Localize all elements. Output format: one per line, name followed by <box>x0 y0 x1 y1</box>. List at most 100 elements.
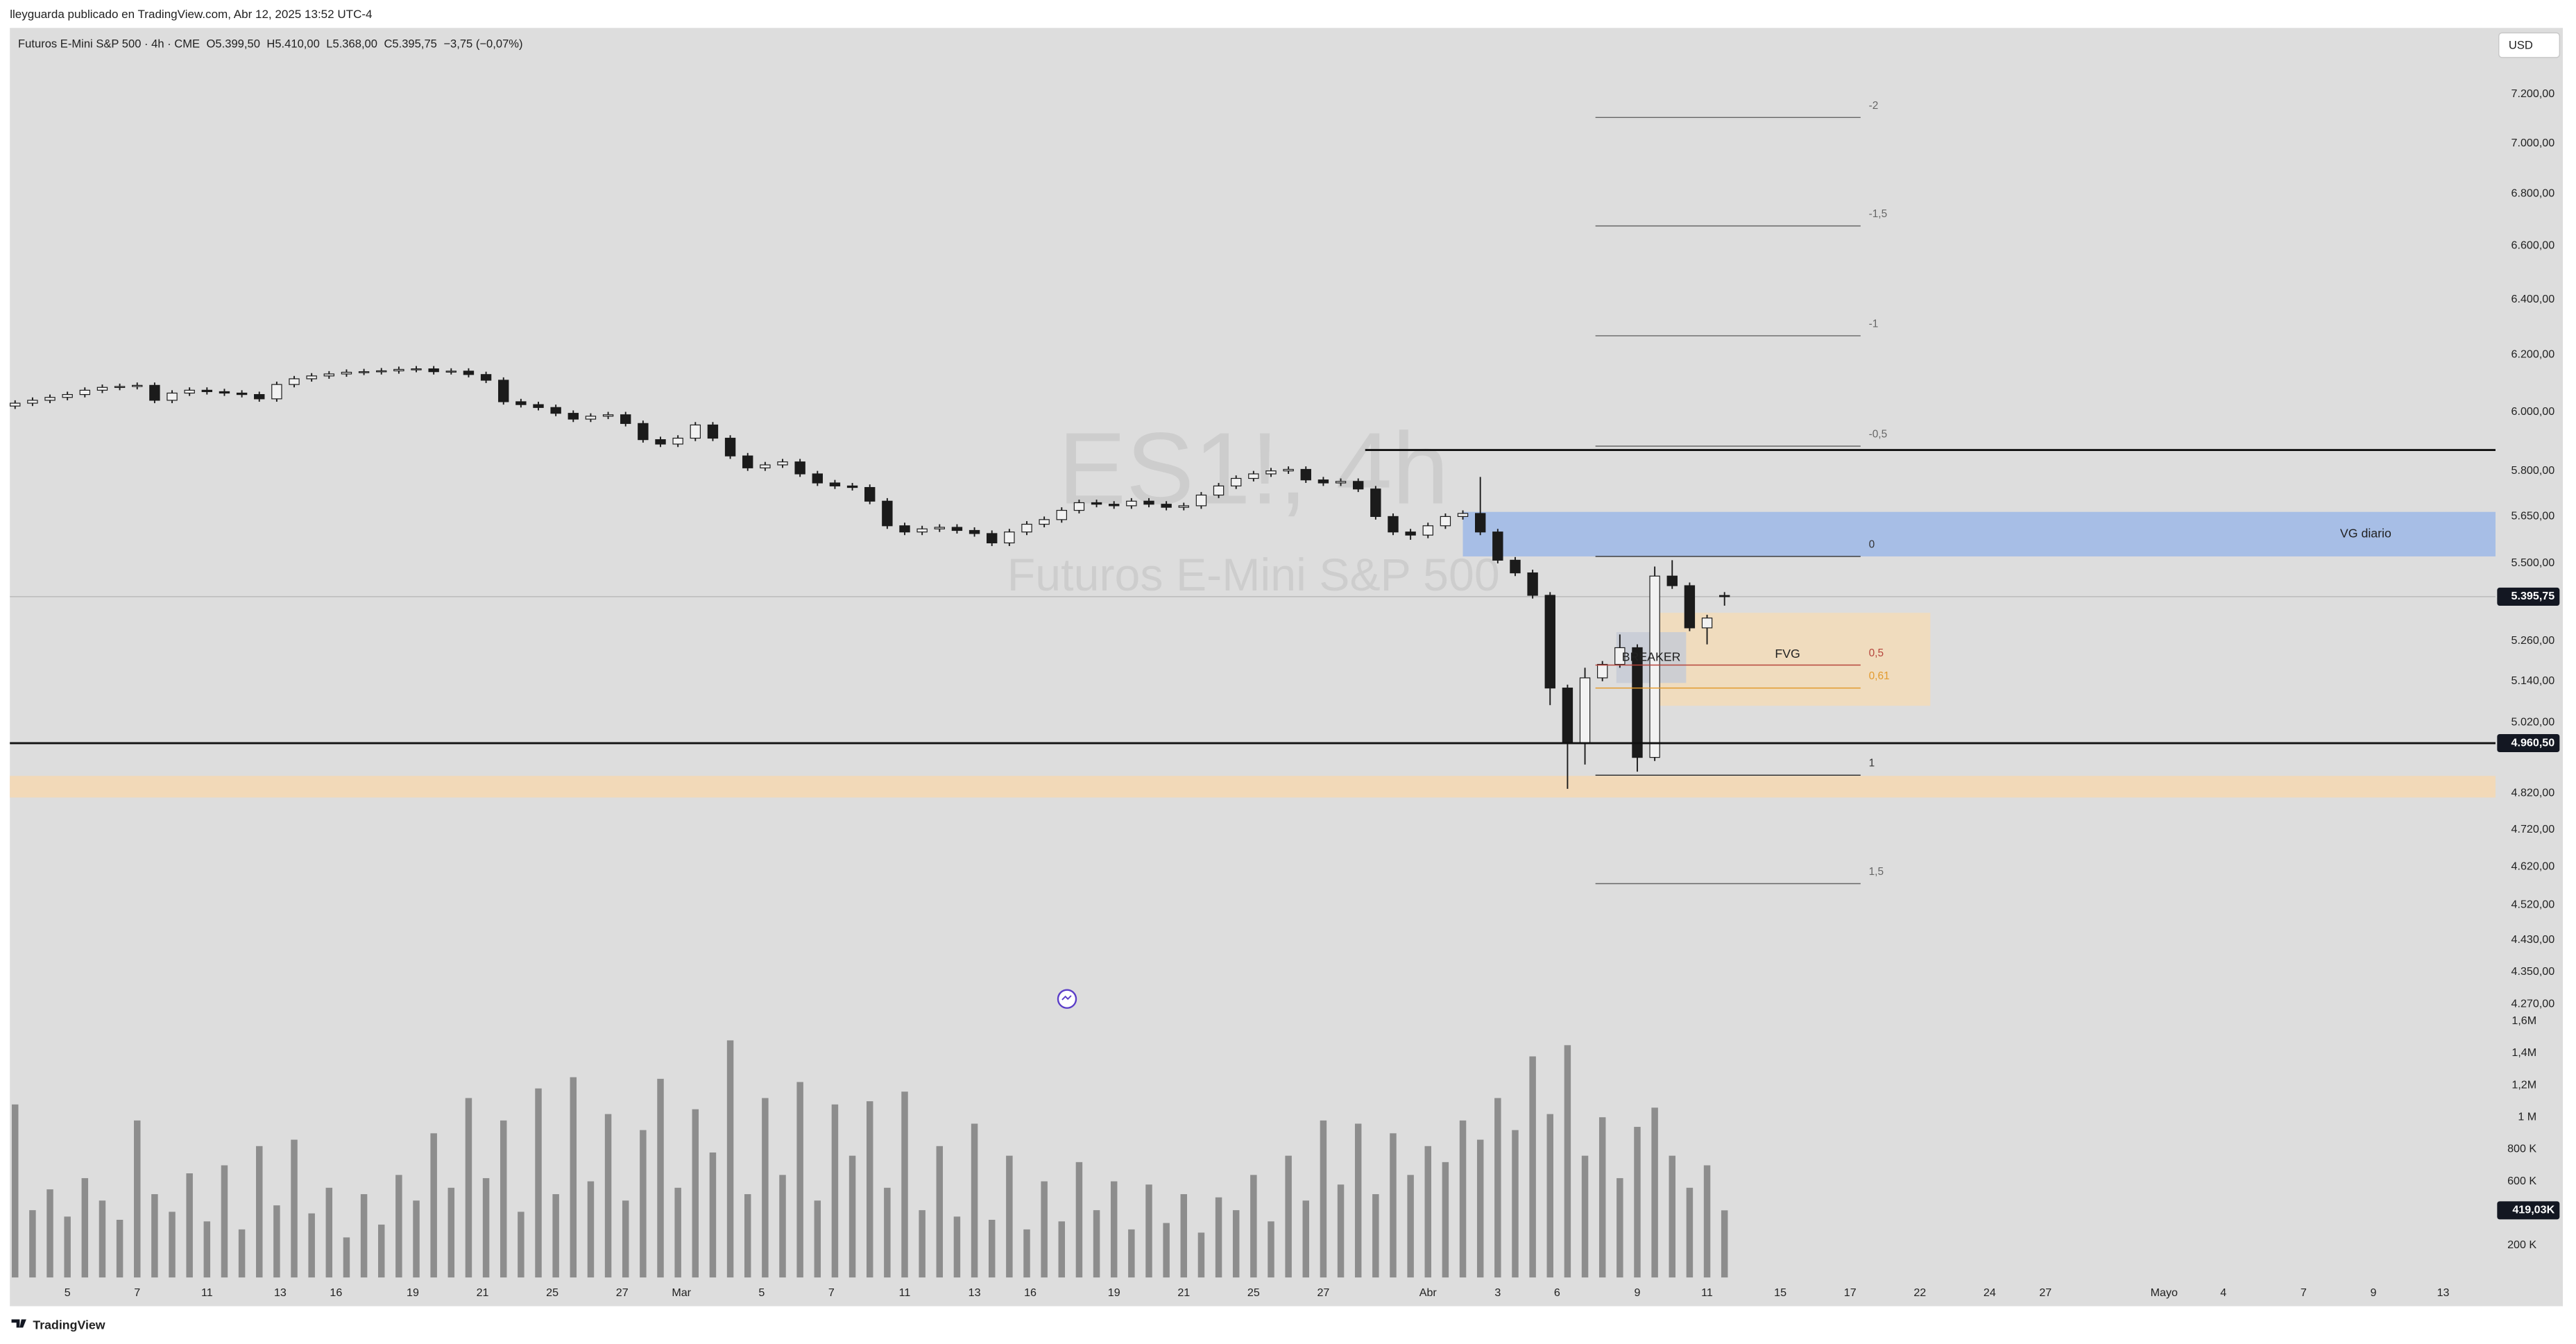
x-tick-label: 4 <box>2220 1286 2226 1299</box>
volume-bar <box>64 1216 71 1278</box>
candle-body <box>533 404 544 408</box>
legend-value: C5.395,75 <box>384 37 436 50</box>
x-tick-label: 6 <box>1554 1286 1560 1299</box>
candle-body <box>341 371 352 375</box>
y-tick-label: 6.200,00 <box>2511 348 2555 361</box>
header: lleyguarda publicado en TradingView.com,… <box>10 8 372 21</box>
volume-bar <box>901 1091 908 1278</box>
volume-tag: 419,03K <box>2512 1204 2554 1216</box>
y-tick-label: 4.350,00 <box>2511 965 2555 978</box>
candle-body <box>1388 516 1399 533</box>
zone-label: BREAKER <box>1622 649 1681 663</box>
volume-bar <box>1093 1210 1100 1278</box>
candle-body <box>1701 618 1713 629</box>
volume-bar <box>325 1187 333 1278</box>
x-tick-label: Mar <box>672 1286 691 1299</box>
candle-body <box>271 384 282 400</box>
legend-value: L5.368,00 <box>326 37 377 50</box>
volume-bar <box>622 1200 629 1278</box>
legend-value: H5.410,00 <box>266 37 319 50</box>
volume-bar <box>640 1130 647 1278</box>
volume-bar <box>796 1082 803 1278</box>
y-tick-label: 7.200,00 <box>2511 87 2555 100</box>
candle-body <box>1004 531 1015 544</box>
volume-bar <box>1581 1155 1589 1278</box>
candle-body <box>1231 477 1242 486</box>
candle-body <box>1178 505 1189 508</box>
volume-bar <box>1058 1221 1066 1278</box>
vg-zone <box>1462 511 2496 556</box>
candle-body <box>672 437 683 445</box>
volume-bar <box>81 1177 89 1278</box>
volume-bar <box>238 1229 246 1278</box>
y-tick-label: 6.600,00 <box>2511 239 2555 252</box>
candle-body <box>1283 468 1294 472</box>
volume-bar <box>99 1200 106 1278</box>
volume-bar <box>709 1152 717 1278</box>
candle-body <box>167 392 178 401</box>
volume-bar <box>1180 1194 1188 1278</box>
volume-bar <box>953 1216 961 1278</box>
candle-body <box>1632 647 1643 758</box>
candle-body <box>760 464 771 468</box>
candle-body <box>1109 504 1120 507</box>
volume-bar <box>814 1200 821 1278</box>
candle-body <box>289 378 300 385</box>
volume-tick-label: 1,2M <box>2511 1078 2536 1091</box>
volume-bar <box>273 1205 280 1278</box>
fib-label: 1 <box>1869 758 1875 769</box>
candle-body <box>1300 468 1311 481</box>
x-tick-label: 21 <box>1177 1286 1190 1299</box>
candle-body <box>1596 663 1608 679</box>
volume-bar <box>1197 1232 1205 1278</box>
volume-bar <box>1546 1114 1553 1278</box>
candle-body <box>1527 572 1538 596</box>
x-tick-label: 27 <box>2039 1286 2052 1299</box>
volume-bar <box>779 1175 786 1278</box>
replay-icon-glyph <box>1061 995 1072 1001</box>
support-tag-box <box>2497 734 2560 753</box>
candle-body <box>1021 523 1032 533</box>
candle-body <box>568 413 579 420</box>
volume-bar <box>221 1165 228 1278</box>
y-tick-label: 5.800,00 <box>2511 464 2555 477</box>
volume-bar <box>1128 1229 1135 1278</box>
x-tick-label: 27 <box>1317 1286 1329 1299</box>
x-tick-label: Abr <box>1419 1286 1438 1299</box>
volume-bar <box>657 1078 664 1278</box>
candle-body <box>480 374 492 381</box>
volume-tag-box <box>2497 1201 2560 1220</box>
candle-body <box>550 407 561 414</box>
volume-bar <box>134 1120 141 1278</box>
candle-body <box>79 389 91 395</box>
candle-body <box>846 485 858 488</box>
y-tick-label: 4.430,00 <box>2511 933 2555 946</box>
candle-body <box>899 525 910 533</box>
volume-bar <box>343 1237 350 1278</box>
price-band <box>10 776 2496 798</box>
candle-body <box>1474 513 1486 533</box>
volume-bar <box>1250 1175 1257 1278</box>
volume-bar <box>674 1187 681 1278</box>
x-tick-label: 9 <box>2370 1286 2376 1299</box>
candle-body <box>1091 502 1102 505</box>
candle-body <box>445 371 457 373</box>
volume-bar <box>518 1211 524 1278</box>
candle-body <box>864 486 876 502</box>
volume-bar <box>203 1221 211 1278</box>
volume-bar <box>1215 1197 1222 1278</box>
volume-tick-label: 1,4M <box>2511 1046 2536 1059</box>
volume-bar <box>378 1224 385 1278</box>
volume-bar <box>1023 1229 1030 1278</box>
candle-body <box>1213 485 1225 496</box>
volume-bar <box>1512 1130 1519 1278</box>
volume-bar <box>1494 1098 1501 1278</box>
volume-bar <box>1110 1181 1118 1278</box>
volume-tick-label: 600 K <box>2507 1175 2536 1187</box>
y-tick-label: 6.400,00 <box>2511 293 2555 305</box>
candle-body <box>44 397 56 401</box>
price-tag: 5.395,75 <box>2511 590 2555 602</box>
x-tick-label: Mayo <box>2151 1286 2178 1299</box>
candle-body <box>358 371 370 373</box>
volume-tick-label: 1,6M <box>2511 1014 2536 1027</box>
